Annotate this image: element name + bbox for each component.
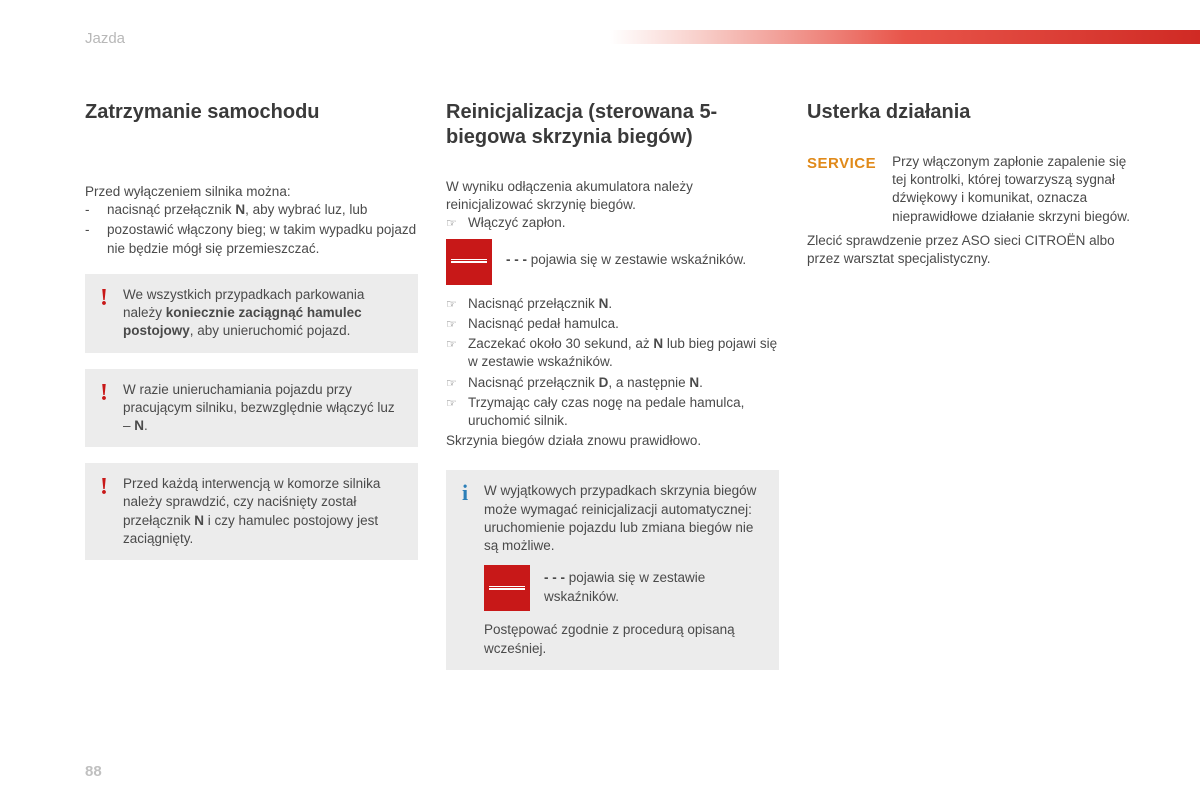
- col1-intro: Przed wyłączeniem silnika można:: [85, 183, 418, 201]
- info-icon: i: [456, 482, 474, 657]
- warning-callout-2: ! W razie unieruchamiania pojazdu przy p…: [85, 369, 418, 448]
- page-content: Zatrzymanie samochodu Przed wyłączeniem …: [85, 100, 1140, 670]
- indicator-row: - - - pojawia się w zestawie wskaźników.: [484, 565, 765, 611]
- section-label: Jazda: [85, 30, 125, 47]
- column-1: Zatrzymanie samochodu Przed wyłączeniem …: [85, 100, 418, 670]
- callout-body: W wyjątkowych przypadkach skrzynia biegó…: [484, 482, 765, 657]
- col2-p1: W wyniku odłączenia akumulatora należy r…: [446, 178, 779, 214]
- warning-callout-3: ! Przed każdą interwencją w komorze siln…: [85, 463, 418, 560]
- callout-text: We wszystkich przypadkach parkowania nal…: [123, 286, 404, 341]
- list-item: nacisnąć przełącznik N, aby wybrać luz, …: [85, 201, 418, 219]
- list-item: Nacisnąć pedał hamulca.: [446, 315, 779, 333]
- column-2: Reinicjalizacja (sterowana 5-biegowa skr…: [446, 100, 779, 670]
- indicator-text: - - - pojawia się w zestawie wskaźników.: [506, 239, 746, 269]
- info-p2: Postępować zgodnie z procedurą opisaną w…: [484, 621, 765, 657]
- col3-heading: Usterka działania: [807, 100, 1140, 125]
- callout-text: W razie unieruchamiania pojazdu przy pra…: [123, 381, 404, 436]
- page-number: 88: [85, 763, 102, 780]
- col2-heading: Reinicjalizacja (sterowana 5-biegowa skr…: [446, 100, 779, 150]
- list-item: Nacisnąć przełącznik D, a następnie N.: [446, 374, 779, 392]
- dash-indicator-icon: [484, 565, 530, 611]
- col3-p2: Zlecić sprawdzenie przez ASO sieci CITRO…: [807, 232, 1140, 268]
- list-item: Nacisnąć przełącznik N.: [446, 295, 779, 313]
- exclamation-icon: !: [95, 381, 113, 436]
- header-gradient: [610, 30, 1200, 44]
- col2-steps: Nacisnąć przełącznik N. Nacisnąć pedał h…: [446, 295, 779, 431]
- list-item: pozostawić włączony bieg; w takim wypadk…: [85, 221, 418, 257]
- dash-indicator-icon: [446, 239, 492, 285]
- col2-p2: Skrzynia biegów działa znowu prawidłowo.: [446, 432, 779, 450]
- info-callout: i W wyjątkowych przypadkach skrzynia bie…: [446, 470, 779, 669]
- service-row: SERVICE Przy włączonym zapłonie zapaleni…: [807, 153, 1140, 226]
- indicator-row: - - - pojawia się w zestawie wskaźników.: [446, 239, 779, 285]
- info-p1: W wyjątkowych przypadkach skrzynia biegó…: [484, 482, 765, 555]
- indicator-text: - - - pojawia się w zestawie wskaźników.: [544, 565, 765, 605]
- warning-callout-1: ! We wszystkich przypadkach parkowania n…: [85, 274, 418, 353]
- exclamation-icon: !: [95, 286, 113, 341]
- col1-bullets: nacisnąć przełącznik N, aby wybrać luz, …: [85, 201, 418, 258]
- col3-p1: Przy włączonym zapłonie zapalenie się te…: [892, 153, 1140, 226]
- column-3: Usterka działania SERVICE Przy włączonym…: [807, 100, 1140, 670]
- service-icon: SERVICE: [807, 153, 876, 172]
- callout-text: Przed każdą interwencją w komorze silnik…: [123, 475, 404, 548]
- exclamation-icon: !: [95, 475, 113, 548]
- col1-heading: Zatrzymanie samochodu: [85, 100, 418, 125]
- list-item: Trzymając cały czas nogę na pedale hamul…: [446, 394, 779, 430]
- list-item: Zaczekać około 30 sekund, aż N lub bieg …: [446, 335, 779, 371]
- list-item: Włączyć zapłon.: [446, 214, 779, 232]
- col2-step-on: Włączyć zapłon.: [446, 214, 779, 232]
